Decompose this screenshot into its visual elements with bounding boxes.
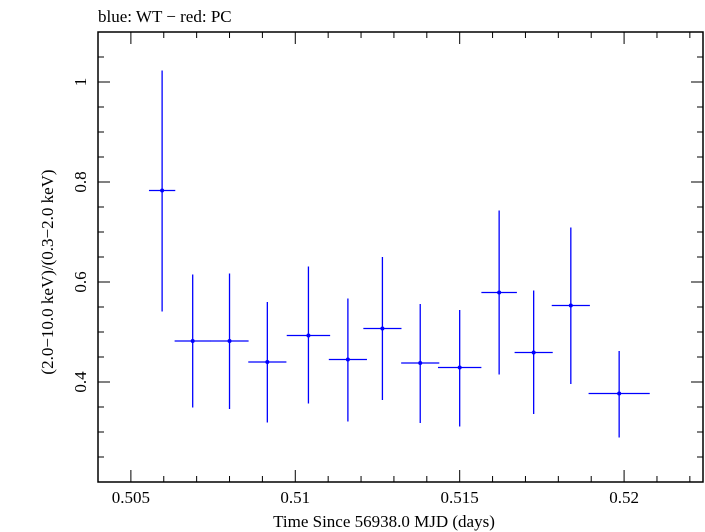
data-point: [248, 302, 287, 423]
y-tick-label: 1: [71, 78, 90, 87]
point-marker: [345, 357, 350, 362]
data-point: [148, 70, 176, 312]
x-tick-label: 0.515: [441, 488, 479, 507]
x-tick-label: 0.51: [280, 488, 310, 507]
axes: 0.505 0.51 0.515 0.52 0.4 0.6 0.8 1: [71, 31, 703, 507]
x-axis-label: Time Since 56938.0 MJD (days): [273, 512, 495, 531]
plot-frame: [97, 31, 704, 483]
point-marker: [227, 339, 232, 343]
data-point: [481, 210, 517, 375]
point-marker: [190, 339, 195, 343]
point-marker: [306, 333, 311, 338]
y-tick-label: 0.6: [71, 271, 90, 292]
point-marker: [617, 391, 622, 396]
point-marker: [497, 290, 502, 295]
x-tick-label: 0.505: [112, 488, 150, 507]
point-marker: [418, 361, 423, 365]
data-point: [437, 310, 482, 427]
data-point: [328, 298, 367, 422]
data-point: [514, 290, 553, 414]
point-marker: [380, 326, 385, 331]
data-point: [286, 266, 331, 404]
point-marker: [265, 360, 270, 364]
point-marker: [568, 303, 573, 308]
data-point: [551, 227, 590, 384]
data-point: [210, 273, 249, 409]
point-marker: [160, 188, 165, 193]
y-axis-label: (2.0−10.0 keV)/(0.3−2.0 keV): [38, 169, 57, 374]
data-point: [588, 351, 650, 438]
point-marker: [457, 365, 462, 370]
data-series-wt: [148, 70, 650, 438]
point-marker: [531, 350, 536, 355]
chart-title: blue: WT − red: PC: [98, 7, 232, 26]
data-point: [401, 304, 440, 423]
y-tick-label: 0.4: [71, 371, 90, 393]
y-tick-label: 0.8: [71, 171, 90, 192]
data-point: [363, 257, 402, 400]
x-tick-label: 0.52: [609, 488, 639, 507]
data-point: [174, 274, 211, 408]
